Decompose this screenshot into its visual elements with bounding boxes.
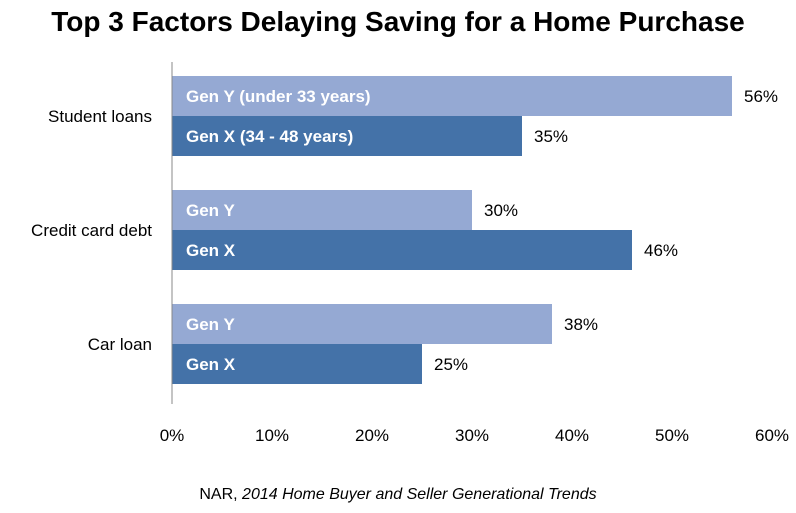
- source-note: NAR, 2014 Home Buyer and Seller Generati…: [0, 486, 796, 504]
- x-tick-label: 40%: [555, 426, 589, 445]
- bar-value-label: 56%: [744, 87, 778, 106]
- bar-gen-x: [172, 344, 422, 384]
- x-tick-label: 10%: [255, 426, 289, 445]
- bar-gen-y: [172, 304, 552, 344]
- source-title: 2014 Home Buyer and Seller Generational …: [242, 486, 597, 503]
- source-prefix: NAR,: [199, 486, 243, 503]
- x-tick-label: 0%: [160, 426, 185, 445]
- x-tick-label: 50%: [655, 426, 689, 445]
- bar-value-label: 30%: [484, 201, 518, 220]
- bar-value-label: 38%: [564, 315, 598, 334]
- bar-gen-x: [172, 230, 632, 270]
- bar-inner-label: Gen X (34 - 48 years): [186, 127, 353, 146]
- chart-title: Top 3 Factors Delaying Saving for a Home…: [51, 6, 745, 37]
- bar-inner-label: Gen X: [186, 241, 236, 260]
- bar-value-label: 25%: [434, 355, 468, 374]
- bar-inner-label: Gen Y (under 33 years): [186, 87, 371, 106]
- bar-gen-y: [172, 190, 472, 230]
- bar-inner-label: Gen X: [186, 355, 236, 374]
- bar-gen-x: [172, 116, 522, 156]
- bar-value-label: 35%: [534, 127, 568, 146]
- bar-value-label: 46%: [644, 241, 678, 260]
- x-tick-label: 20%: [355, 426, 389, 445]
- x-tick-label: 30%: [455, 426, 489, 445]
- bar-inner-label: Gen Y: [186, 201, 235, 220]
- category-label: Car loan: [88, 335, 152, 354]
- category-label: Credit card debt: [31, 221, 152, 240]
- bar-inner-label: Gen Y: [186, 315, 235, 334]
- category-label: Student loans: [48, 107, 152, 126]
- bar-gen-y: [172, 76, 732, 116]
- bar-chart: Student loans Credit card debt Car loan Ge…: [31, 62, 789, 445]
- x-tick-label: 60%: [755, 426, 789, 445]
